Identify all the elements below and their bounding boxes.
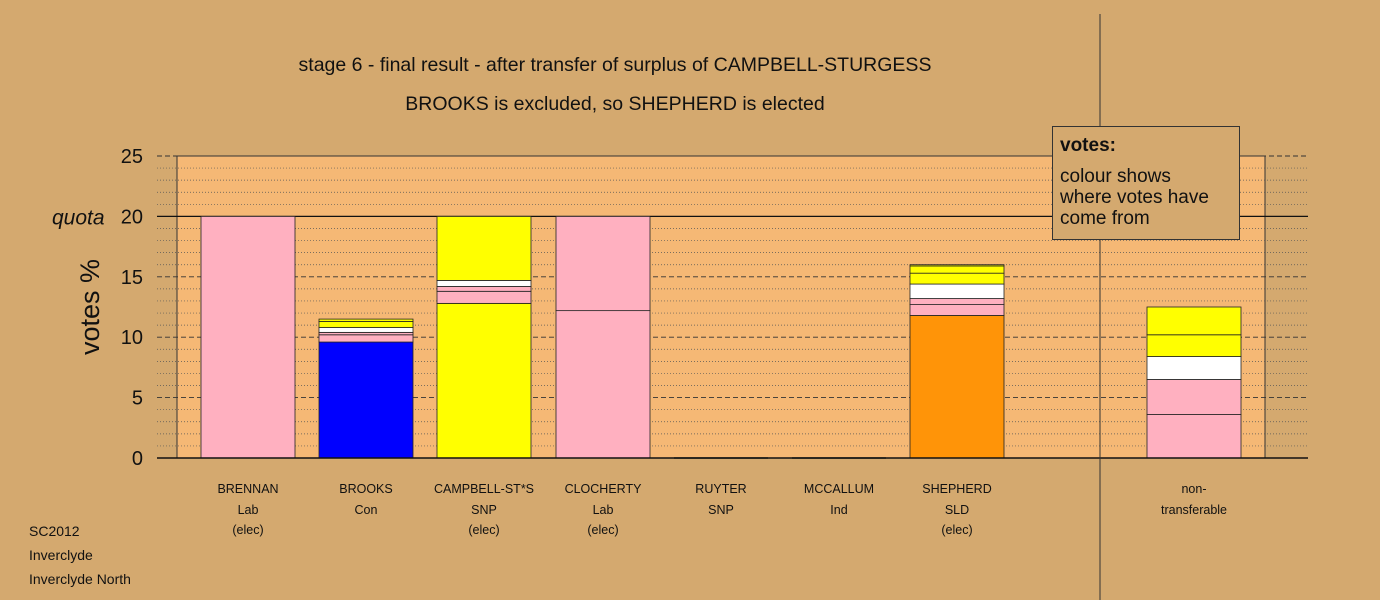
bar-non-transferable-segment bbox=[1146, 334, 1242, 357]
candidate-name: CAMPBELL-ST*S bbox=[434, 482, 534, 496]
candidate-party: Lab bbox=[593, 503, 614, 517]
chart-subtitle: BROOKS is excluded, so SHEPHERD is elect… bbox=[405, 93, 825, 115]
bar-brooks-segment bbox=[318, 321, 414, 328]
bar-campbell-st*s-segment bbox=[436, 215, 532, 281]
bar-shepherd-segment bbox=[909, 272, 1005, 285]
legend-title: votes: bbox=[1060, 135, 1116, 156]
y-tick-label: 15 bbox=[121, 267, 143, 289]
quota-label: quota bbox=[52, 206, 105, 229]
y-tick-label: 0 bbox=[132, 448, 143, 470]
y-tick-label: 10 bbox=[121, 327, 143, 349]
bar-campbell-st*s-segment bbox=[436, 280, 532, 287]
bar-campbell-st*s-segment bbox=[436, 290, 532, 304]
candidate-name: BROOKS bbox=[339, 482, 393, 496]
legend-text: colour shows where votes have come from bbox=[1060, 166, 1209, 229]
y-tick-label: 20 bbox=[121, 206, 143, 228]
bar-clocherty-segment bbox=[555, 310, 651, 459]
bar-clocherty-segment bbox=[555, 215, 651, 312]
chart-title: stage 6 - final result - after transfer … bbox=[298, 54, 932, 76]
candidate-status: (elec) bbox=[232, 523, 263, 537]
candidate-party: Con bbox=[355, 503, 378, 517]
y-tick-label: 25 bbox=[121, 146, 143, 168]
candidate-status: (elec) bbox=[587, 523, 618, 537]
candidate-party: Ind bbox=[830, 503, 847, 517]
candidate-party: SNP bbox=[471, 503, 497, 517]
candidate-name: RUYTER bbox=[695, 482, 746, 496]
bar-brooks-segment bbox=[318, 318, 414, 322]
bar-non-transferable-segment bbox=[1146, 379, 1242, 415]
candidate-name: SHEPHERD bbox=[922, 482, 991, 496]
bar-non-transferable-segment bbox=[1146, 414, 1242, 459]
bar-shepherd-segment bbox=[909, 265, 1005, 274]
bar-shepherd-segment bbox=[909, 283, 1005, 299]
y-axis-title: votes % bbox=[75, 259, 105, 355]
candidate-party: SNP bbox=[708, 503, 734, 517]
candidate-name: BRENNAN bbox=[217, 482, 278, 496]
candidate-status: (elec) bbox=[468, 523, 499, 537]
candidate-name: CLOCHERTY bbox=[565, 482, 643, 496]
bar-brennan-segment bbox=[200, 215, 296, 459]
bar-non-transferable-segment bbox=[1146, 356, 1242, 380]
bar-brooks-segment bbox=[318, 334, 414, 343]
candidate-party: SLD bbox=[945, 503, 969, 517]
y-tick-label: 5 bbox=[132, 388, 143, 410]
candidate-name: MCCALLUM bbox=[804, 482, 874, 496]
non-transferable-label: non- bbox=[1181, 482, 1206, 496]
footer-ward: Inverclyde North bbox=[29, 571, 131, 587]
footer-election: SC2012 bbox=[29, 523, 80, 539]
bar-shepherd-segment bbox=[909, 304, 1005, 316]
legend-box: votes: colour shows where votes have com… bbox=[1052, 126, 1240, 240]
footer-council: Inverclyde bbox=[29, 547, 93, 563]
bar-shepherd-segment bbox=[909, 298, 1005, 305]
bar-non-transferable-segment bbox=[1146, 306, 1242, 336]
bar-brooks-segment bbox=[318, 341, 414, 459]
candidate-status: (elec) bbox=[941, 523, 972, 537]
candidate-party: Lab bbox=[238, 503, 259, 517]
non-transferable-label: transferable bbox=[1161, 503, 1227, 517]
bar-campbell-st*s-segment bbox=[436, 302, 532, 459]
bar-shepherd-segment bbox=[909, 315, 1005, 459]
bar-brooks-segment bbox=[318, 327, 414, 333]
bar-campbell-st*s-segment bbox=[436, 286, 532, 292]
bar-shepherd-segment bbox=[909, 264, 1005, 267]
